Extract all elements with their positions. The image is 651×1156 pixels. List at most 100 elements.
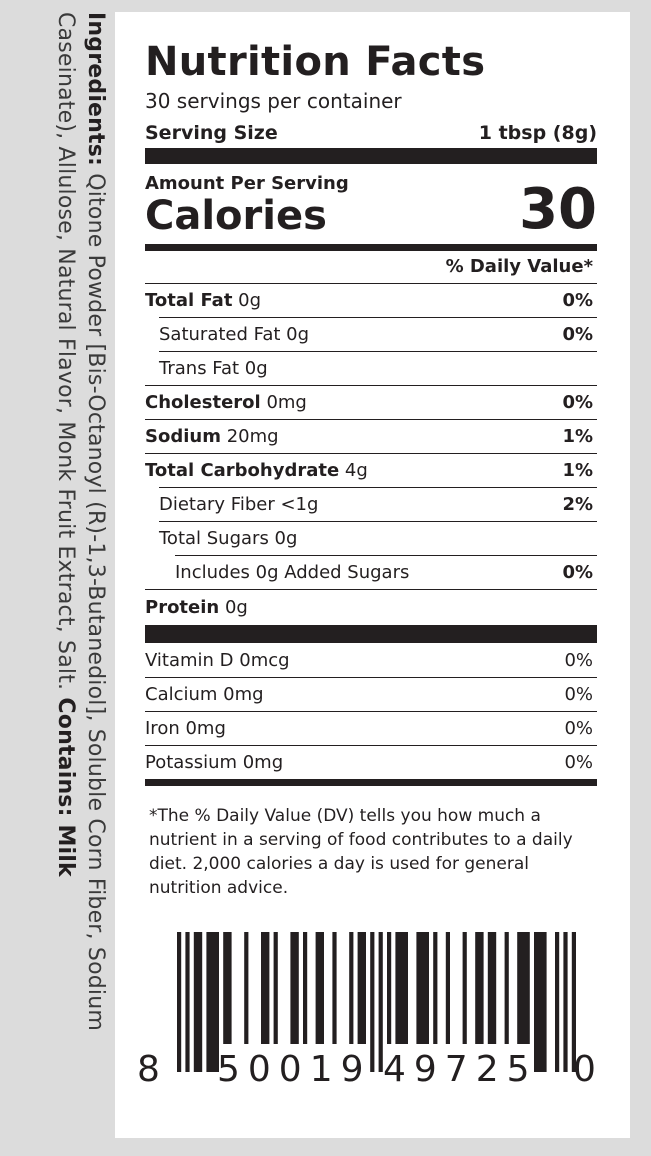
barcode-bar	[223, 932, 232, 1044]
barcode-bar	[517, 932, 530, 1044]
barcode-bar	[357, 932, 366, 1044]
vitamin-row-calcium: Calcium 0mg 0%	[145, 677, 597, 711]
divider-bottom	[145, 779, 597, 786]
barcode-first-digit: 8	[137, 1049, 168, 1090]
ingredients-column: Ingredients: Qitone Powder [Bis-Octanoyl…	[14, 12, 110, 1112]
nutrient-amount: 4g	[339, 460, 368, 481]
divider-medium	[145, 244, 597, 251]
nutrient-dv: 0%	[562, 324, 593, 345]
barcode-bar	[416, 932, 429, 1044]
barcode-bar	[177, 932, 182, 1072]
nutrient-name: Sodium	[145, 426, 221, 447]
barcode-bar	[206, 932, 219, 1072]
barcode-bar	[244, 932, 249, 1044]
nutrient-amount: 0g	[219, 597, 248, 618]
serving-size-label: Serving Size	[145, 122, 278, 144]
nutrition-panel: Nutrition Facts 30 servings per containe…	[115, 12, 630, 1138]
divider-thick-vitamins	[145, 625, 597, 643]
nutrient-name: Cholesterol	[145, 392, 261, 413]
vitamin-dv: 0%	[564, 684, 593, 705]
barcode-bar	[475, 932, 484, 1044]
barcode-bar	[504, 932, 509, 1044]
nutrient-dv: 1%	[562, 426, 593, 447]
vitamin-row-potassium: Potassium 0mg 0%	[145, 745, 597, 779]
nutrient-row-total-fat: Total Fat 0g 0%	[145, 283, 597, 317]
nutrient-dv: 0%	[562, 290, 593, 311]
barcode-bar	[462, 932, 467, 1044]
label-title: Nutrition Facts	[145, 39, 486, 85]
barcode-bar	[571, 932, 576, 1072]
daily-value-footnote: *The % Daily Value (DV) tells you how mu…	[149, 806, 573, 898]
nutrient-amount: 20mg	[220, 426, 279, 447]
barcode-right-group: 49725	[383, 1049, 538, 1090]
barcode-bar	[445, 932, 450, 1044]
barcode-bar	[563, 932, 568, 1072]
nutrient-row-sodium: Sodium 20mg 1%	[145, 419, 597, 453]
barcode-bar	[433, 932, 438, 1044]
nutrient-dv: 0%	[562, 562, 593, 583]
barcode: 8 50019 49725 0	[137, 932, 597, 1102]
barcode-bar	[261, 932, 270, 1044]
serving-size-value: 1 tbsp (8g)	[478, 122, 597, 144]
nutrient-name: Total Fat	[145, 290, 233, 311]
barcode-bar	[487, 932, 497, 1044]
vitamin-name: Iron 0mg	[145, 718, 226, 739]
nutrient-dv: 1%	[562, 460, 593, 481]
nutrient-name: Includes 0g Added Sugars	[175, 562, 410, 583]
nutrient-amount: 0g	[232, 290, 262, 311]
barcode-bar	[315, 932, 324, 1044]
amount-per-serving: Amount Per Serving	[145, 173, 349, 194]
barcode-bar	[193, 932, 203, 1072]
barcode-bars	[177, 932, 576, 1072]
nutrient-name: Saturated Fat 0g	[159, 324, 310, 345]
nutrient-row-total-carbohydrate: Total Carbohydrate 4g 1%	[145, 453, 597, 487]
barcode-last-digit: 0	[573, 1049, 604, 1090]
barcode-bar	[370, 932, 375, 1072]
barcode-bar	[185, 932, 190, 1072]
nutrient-name: Trans Fat 0g	[159, 358, 268, 379]
barcode-bar	[273, 932, 278, 1044]
barcode-bar	[395, 932, 408, 1044]
vitamin-row-iron: Iron 0mg 0%	[145, 711, 597, 745]
ingredients-text: Ingredients: Qitone Powder [Bis-Octanoyl…	[14, 12, 110, 1112]
vitamin-dv: 0%	[564, 649, 593, 671]
contains-value: Milk	[53, 816, 78, 877]
vitamin-name: Vitamin D 0mcg	[145, 649, 290, 671]
nutrient-name: Total Carbohydrate	[145, 460, 340, 481]
barcode-bar	[387, 932, 392, 1044]
ingredients-heading: Ingredients:	[83, 12, 108, 167]
nutrient-row-trans-fat: Trans Fat 0g	[159, 351, 597, 385]
vitamin-dv: 0%	[564, 752, 593, 773]
daily-value-header: % Daily Value*	[445, 256, 593, 277]
nutrient-name: Protein	[145, 597, 220, 618]
nutrient-row-total-sugars: Total Sugars 0g	[159, 521, 597, 555]
nutrient-row-added-sugars: Includes 0g Added Sugars 0%	[175, 555, 597, 589]
nutrient-name: Dietary Fiber <1g	[159, 494, 319, 515]
barcode-bar	[555, 932, 560, 1072]
vitamin-dv: 0%	[564, 718, 593, 739]
barcode-bar	[332, 932, 337, 1044]
barcode-bar	[303, 932, 308, 1044]
nutrient-dv: 0%	[562, 392, 593, 413]
nutrient-amount: 0mg	[260, 392, 307, 413]
barcode-left-group: 50019	[217, 1049, 372, 1090]
nutrient-row-protein: Protein 0g	[145, 589, 597, 625]
calories-row: Calories 30	[145, 182, 597, 239]
vitamin-row-vitamin-d: Vitamin D 0mcg 0%	[145, 643, 597, 677]
nutrient-row-cholesterol: Cholesterol 0mg 0%	[145, 385, 597, 419]
contains-label: Contains:	[53, 697, 78, 817]
servings-per-container: 30 servings per container	[145, 89, 402, 113]
nutrient-name: Total Sugars 0g	[159, 528, 298, 549]
serving-size-row: Serving Size 1 tbsp (8g)	[145, 114, 597, 144]
nutrient-row-dietary-fiber: Dietary Fiber <1g 2%	[159, 487, 597, 521]
barcode-bar	[349, 932, 354, 1044]
nutrient-dv: 2%	[562, 494, 593, 515]
nutrition-facts-label: Nutrition Facts 30 servings per containe…	[137, 39, 597, 1102]
vitamin-name: Potassium 0mg	[145, 752, 284, 773]
nutrient-row-saturated-fat: Saturated Fat 0g 0%	[159, 317, 597, 351]
barcode-bar	[290, 932, 299, 1044]
barcode-bar	[378, 932, 383, 1072]
divider-thick	[145, 148, 597, 164]
vitamin-name: Calcium 0mg	[145, 684, 264, 705]
calories-label: Calories	[145, 193, 327, 239]
